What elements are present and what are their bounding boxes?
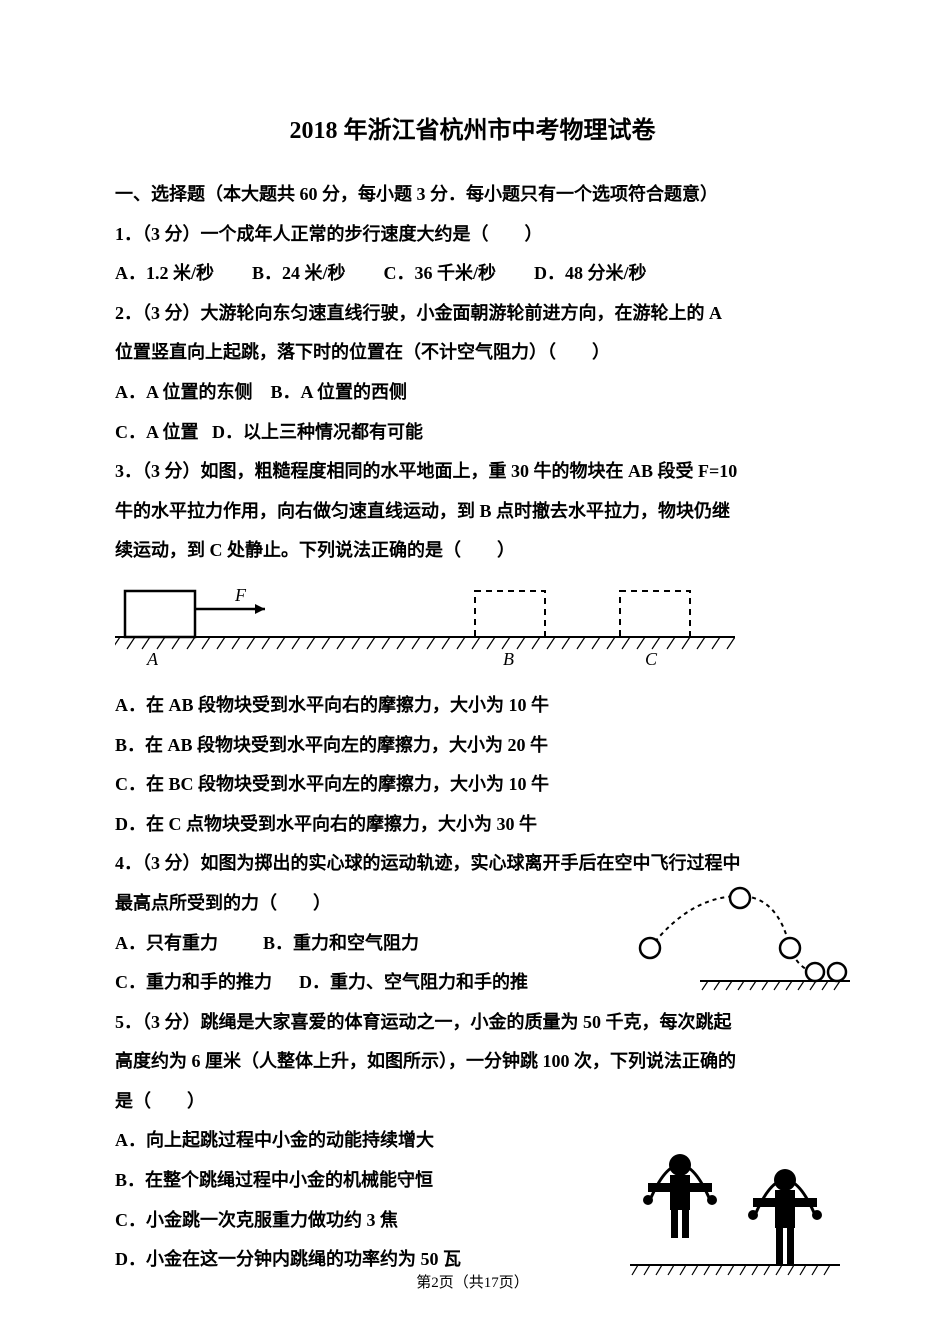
q2-options-row2: C．A 位置 D．以上三种情况都有可能 (115, 413, 830, 453)
q3-option-b: B．在 AB 段物块受到水平向左的摩擦力，大小为 20 牛 (115, 726, 830, 766)
q1-option-c: C．36 千米/秒 (384, 254, 497, 294)
q5-diagram (630, 1125, 840, 1280)
q3-line1: 3．（3 分）如图，粗糙程度相同的水平地面上，重 30 牛的物块在 AB 段受 … (115, 452, 830, 492)
q1-stem: 1．（3 分）一个成年人正常的步行速度大约是（ ） (115, 215, 830, 255)
q4-option-a: A．只有重力 (115, 933, 218, 953)
q4-option-b: B．重力和空气阻力 (263, 933, 419, 953)
jumper-right-icon (748, 1169, 822, 1264)
page-title: 2018 年浙江省杭州市中考物理试卷 (115, 110, 830, 145)
q3-option-c: C．在 BC 段物块受到水平向左的摩擦力，大小为 10 牛 (115, 765, 830, 805)
section-header: 一、选择题（本大题共 60 分，每小题 3 分．每小题只有一个选项符合题意） (115, 175, 830, 215)
q2-options-row1: A．A 位置的东侧 B．A 位置的西侧 (115, 373, 830, 413)
q3-line3: 续运动，到 C 处静止。下列说法正确的是（ ） (115, 531, 830, 571)
q5-line3: 是（ ） (115, 1082, 830, 1122)
q4-block: 4．（3 分）如图为掷出的实心球的运动轨迹，实心球离开手后在空中飞行过程中 最高… (115, 844, 830, 1002)
q4-option-d: D．重力、空气阻力和手的推 (299, 972, 528, 992)
q4-diagram (630, 886, 850, 996)
q2-line2: 位置竖直向上起跳，落下时的位置在（不计空气阻力）（ ） (115, 333, 830, 373)
q3-diagram: F A B C (115, 579, 735, 669)
q2-option-b: B．A 位置的西侧 (271, 382, 408, 402)
jumper-left-icon (643, 1154, 717, 1238)
q4-line1: 4．（3 分）如图为掷出的实心球的运动轨迹，实心球离开手后在空中飞行过程中 (115, 844, 830, 884)
label-a: A (146, 649, 159, 669)
q5-line1: 5．（3 分）跳绳是大家喜爱的体育运动之一，小金的质量为 50 千克，每次跳起 (115, 1003, 830, 1043)
q3-line2: 牛的水平拉力作用，向右做匀速直线运动，到 B 点时撤去水平拉力，物块仍继 (115, 492, 830, 532)
q2-line1: 2．（3 分）大游轮向东匀速直线行驶，小金面朝游轮前进方向，在游轮上的 A (115, 294, 830, 334)
q2-option-c: C．A 位置 (115, 422, 199, 442)
label-f: F (234, 585, 247, 605)
page-footer: 第2页（共17页） (0, 1271, 945, 1292)
q1-option-d: D．48 分米/秒 (534, 254, 647, 294)
q2-option-d: D．以上三种情况都有可能 (212, 422, 423, 442)
q1-option-a: A．1.2 米/秒 (115, 254, 214, 294)
q4-option-c: C．重力和手的推力 (115, 972, 272, 992)
q3-option-d: D．在 C 点物块受到水平向右的摩擦力，大小为 30 牛 (115, 805, 830, 845)
q2-option-a: A．A 位置的东侧 (115, 382, 253, 402)
label-c: C (645, 649, 658, 669)
q3-option-a: A．在 AB 段物块受到水平向右的摩擦力，大小为 10 牛 (115, 686, 830, 726)
q5-line2: 高度约为 6 厘米（人整体上升，如图所示），一分钟跳 100 次，下列说法正确的 (115, 1042, 830, 1082)
label-b: B (503, 649, 514, 669)
q5-block: 5．（3 分）跳绳是大家喜爱的体育运动之一，小金的质量为 50 千克，每次跳起 … (115, 1003, 830, 1280)
q1-options: A．1.2 米/秒 B．24 米/秒 C．36 千米/秒 D．48 分米/秒 (115, 254, 830, 294)
q1-option-b: B．24 米/秒 (252, 254, 346, 294)
